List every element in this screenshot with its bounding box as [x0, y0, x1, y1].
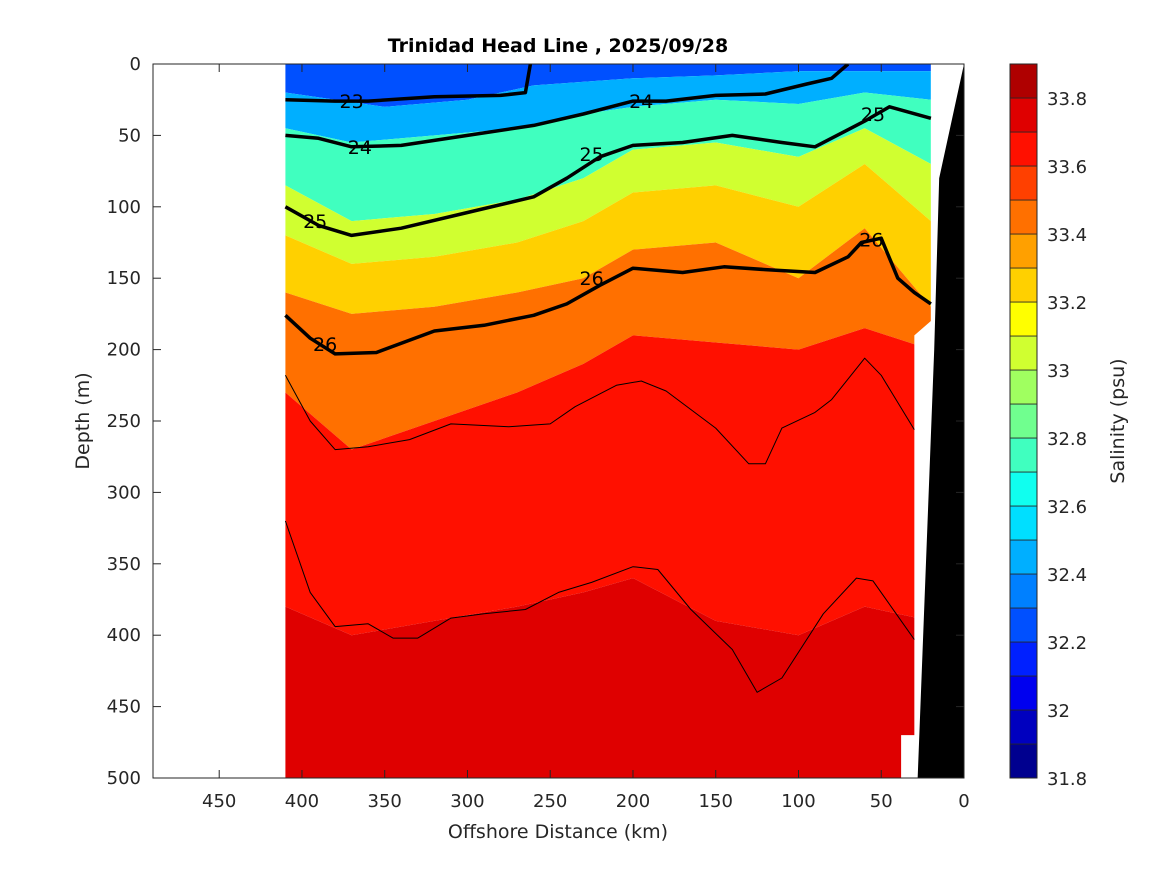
colorbar-swatch [1009, 505, 1038, 541]
colorbar-swatch [1009, 131, 1038, 167]
colorbar-tick-label: 32.4 [1047, 565, 1087, 586]
bathymetry [917, 64, 964, 778]
colorbar-tick-label: 33 [1047, 361, 1070, 382]
salinity-band-deep [285, 328, 931, 636]
density-contour-thin-4 [284, 357, 915, 465]
y-tick-label: 100 [107, 197, 141, 218]
colorbar-tick-label: 31.8 [1047, 769, 1087, 790]
y-axis: 0 50 100 150 200 250 300 350 400 450 500 [107, 54, 964, 789]
x-tick-label: 150 [699, 791, 733, 812]
plot-area: 23 24 24 25 25 25 26 26 26 [284, 64, 964, 778]
colorbar-swatch [1009, 63, 1038, 99]
colorbar-swatch [1009, 165, 1038, 201]
colorbar-title: Salinity (psu) [1107, 358, 1129, 483]
colorbar-tick-label: 33.2 [1047, 293, 1087, 314]
y-tick-label: 300 [107, 482, 141, 503]
y-axis-title: Depth (m) [72, 372, 94, 469]
x-tick-label: 450 [202, 791, 236, 812]
density-contour-thin-5 [284, 520, 915, 693]
colorbar-swatch [1009, 267, 1038, 303]
density-contour-25 [284, 105, 932, 238]
x-tick-label: 50 [870, 791, 893, 812]
colorbar-swatch [1009, 573, 1038, 609]
colorbar-swatch [1009, 335, 1038, 371]
contour-label: 26 [859, 230, 883, 252]
x-tick-label: 400 [285, 791, 319, 812]
y-tick-label: 0 [130, 54, 141, 75]
y-tick-label: 500 [107, 768, 141, 789]
colorbar-swatch [1009, 607, 1038, 643]
x-tick-label: 250 [533, 791, 567, 812]
density-contour-26 [284, 236, 932, 356]
colorbar-swatch [1009, 403, 1038, 439]
colorbar-tick-label: 32.8 [1047, 429, 1087, 450]
colorbar-swatch [1009, 233, 1038, 269]
y-tick-label: 200 [107, 340, 141, 361]
colorbar-swatch [1009, 641, 1038, 677]
colorbar-tick-label: 33.4 [1047, 225, 1087, 246]
density-contours [284, 64, 932, 693]
seafloor-shape [917, 64, 964, 778]
contour-label: 23 [340, 91, 364, 113]
y-tick-label: 250 [107, 411, 141, 432]
colorbar-swatch [1009, 539, 1038, 575]
colorbar-swatch [1009, 199, 1038, 235]
salinity-band-halocline [285, 163, 931, 314]
colorbar-tick-label: 32.6 [1047, 497, 1087, 518]
salinity-band-deepest [285, 578, 931, 778]
contour-label: 25 [303, 211, 327, 233]
salinity-bands [285, 64, 964, 778]
y-tick-label: 400 [107, 625, 141, 646]
colorbar-swatch [1009, 471, 1038, 507]
contour-label: 25 [580, 144, 604, 166]
colorbar-frame [1009, 63, 1038, 779]
density-contour-23 [285, 64, 533, 103]
colorbar-swatch [1009, 301, 1038, 337]
contour-labels: 23 24 24 25 25 25 26 26 26 [303, 91, 885, 356]
y-tick-label: 450 [107, 697, 141, 718]
density-contour-24 [285, 64, 850, 149]
x-tick-label: 0 [958, 791, 969, 812]
x-axis: 450 400 350 300 250 200 150 100 50 0 [202, 64, 970, 812]
chart-title: Trinidad Head Line , 2025/09/28 [388, 35, 728, 57]
x-tick-label: 200 [616, 791, 650, 812]
y-tick-label: 50 [118, 125, 141, 146]
salinity-band-lower [285, 228, 931, 450]
x-axis-title: Offshore Distance (km) [448, 821, 668, 843]
contour-label: 24 [348, 137, 372, 159]
colorbar-swatch [1009, 675, 1038, 711]
colorbar-swatch [1009, 97, 1038, 133]
colorbar-tick-label: 32.2 [1047, 633, 1087, 654]
salinity-band-mid-upper [285, 92, 931, 222]
colorbar-swatch [1009, 369, 1038, 405]
colorbar-swatch [1009, 437, 1038, 473]
colorbar-tick-label: 33.8 [1047, 89, 1087, 110]
x-tick-label: 100 [781, 791, 815, 812]
y-tick-label: 150 [107, 268, 141, 289]
contour-label: 26 [313, 334, 337, 356]
colorbar-tick-label: 32 [1047, 701, 1070, 722]
y-tick-label: 350 [107, 554, 141, 575]
contour-label: 26 [580, 268, 604, 290]
x-tick-label: 350 [368, 791, 402, 812]
colorbar-swatch [1009, 743, 1038, 779]
salinity-band-mid [285, 128, 931, 264]
x-tick-label: 300 [450, 791, 484, 812]
colorbar: 31.8 32 32.2 32.4 32.6 32.8 33 33.2 33.4 33.6 33.8 [1009, 63, 1087, 790]
contour-label: 25 [861, 104, 885, 126]
colorbar-tick-label: 33.6 [1047, 157, 1087, 178]
contour-label: 24 [629, 91, 653, 113]
colorbar-swatch [1009, 709, 1038, 745]
